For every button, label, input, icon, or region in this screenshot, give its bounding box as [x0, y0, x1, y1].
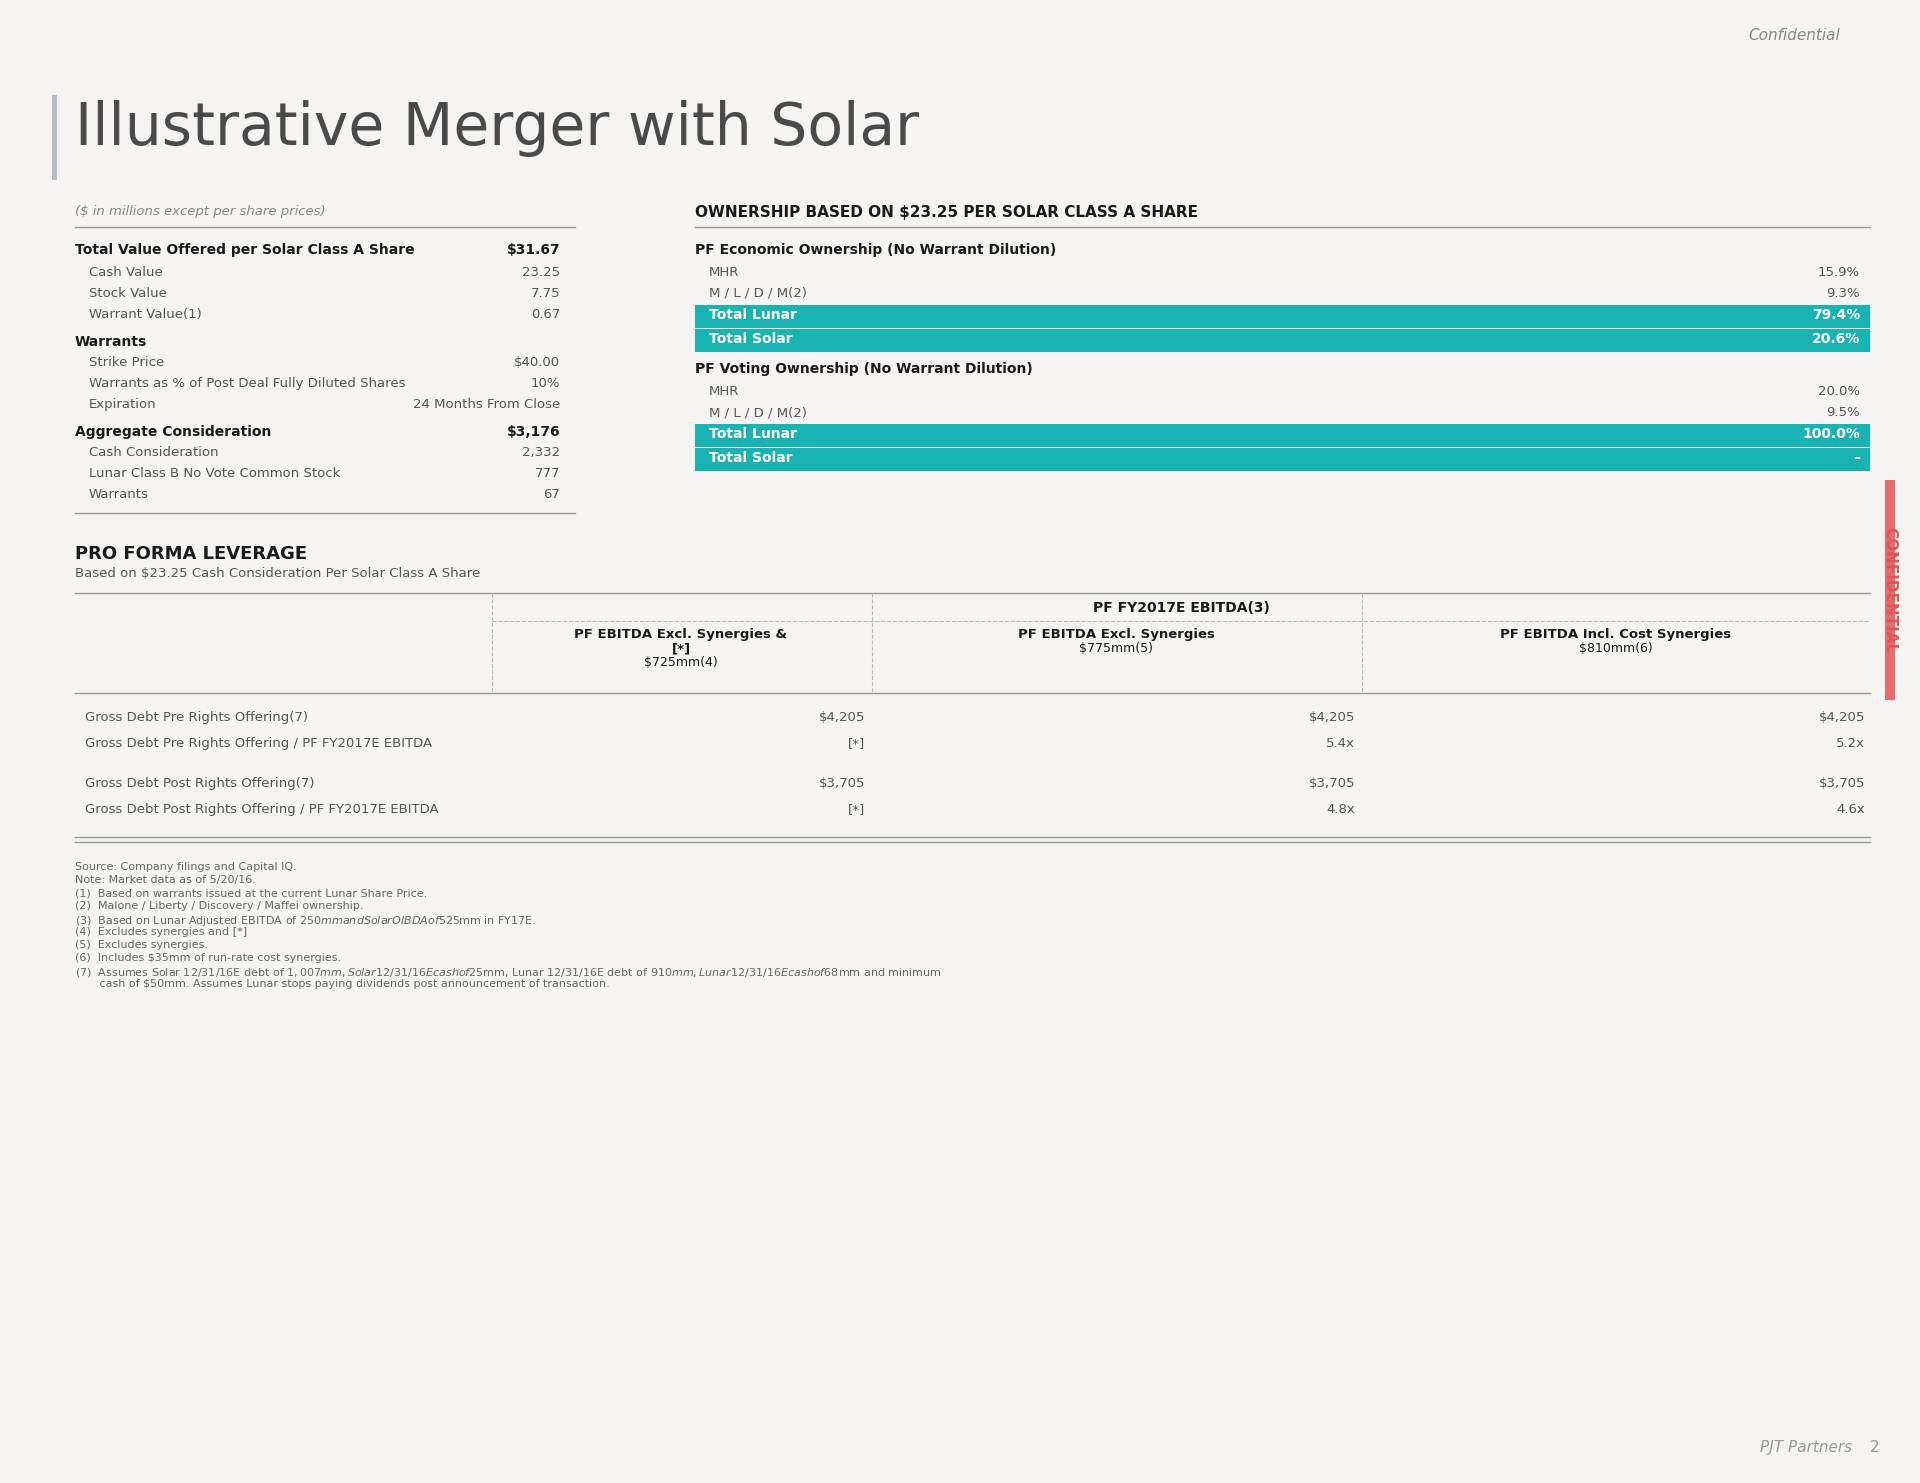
- Text: (1)  Based on warrants issued at the current Lunar Share Price.: (1) Based on warrants issued at the curr…: [75, 888, 428, 899]
- Text: 100.0%: 100.0%: [1803, 427, 1860, 440]
- Text: 2: 2: [1870, 1440, 1880, 1455]
- Text: 0.67: 0.67: [530, 308, 561, 320]
- Text: $3,705: $3,705: [818, 777, 866, 790]
- Text: Total Solar: Total Solar: [708, 451, 793, 466]
- Text: $3,176: $3,176: [507, 426, 561, 439]
- Bar: [695, 329, 1870, 351]
- Text: cash of $50mm. Assumes Lunar stops paying dividends post announcement of transac: cash of $50mm. Assumes Lunar stops payin…: [75, 979, 611, 989]
- Text: (4)  Excludes synergies and [*]: (4) Excludes synergies and [*]: [75, 927, 248, 937]
- Text: Based on $23.25 Cash Consideration Per Solar Class A Share: Based on $23.25 Cash Consideration Per S…: [75, 567, 480, 580]
- Text: (2)  Malone / Liberty / Discovery / Maffei ownership.: (2) Malone / Liberty / Discovery / Maffe…: [75, 902, 363, 911]
- Bar: [1885, 480, 1895, 700]
- Text: PF EBITDA Excl. Synergies: PF EBITDA Excl. Synergies: [1018, 627, 1215, 641]
- Text: Source: Company filings and Capital IQ.: Source: Company filings and Capital IQ.: [75, 862, 298, 872]
- Text: 9.3%: 9.3%: [1826, 288, 1860, 300]
- Text: (5)  Excludes synergies.: (5) Excludes synergies.: [75, 940, 207, 951]
- Text: [*]: [*]: [849, 737, 866, 750]
- Text: $810mm(6): $810mm(6): [1578, 642, 1653, 655]
- Text: 79.4%: 79.4%: [1812, 308, 1860, 322]
- Text: 2,332: 2,332: [522, 446, 561, 460]
- Text: Aggregate Consideration: Aggregate Consideration: [75, 426, 271, 439]
- Text: Strike Price: Strike Price: [88, 356, 165, 369]
- Bar: [695, 424, 1870, 446]
- Text: Total Lunar: Total Lunar: [708, 308, 797, 322]
- Text: (7)  Assumes Solar 12/31/16E debt of $1,007mm, Solar 12/31/16E cash of $25mm, Lu: (7) Assumes Solar 12/31/16E debt of $1,0…: [75, 965, 941, 979]
- Text: PF FY2017E EBITDA(3): PF FY2017E EBITDA(3): [1092, 601, 1269, 615]
- Text: CONFIDENTIAL: CONFIDENTIAL: [1882, 526, 1897, 653]
- Text: 7.75: 7.75: [530, 288, 561, 300]
- Text: Illustrative Merger with Solar: Illustrative Merger with Solar: [75, 99, 920, 157]
- Text: (6)  Includes $35mm of run-rate cost synergies.: (6) Includes $35mm of run-rate cost syne…: [75, 954, 342, 962]
- Text: ($ in millions except per share prices): ($ in millions except per share prices): [75, 205, 326, 218]
- Text: 777: 777: [534, 467, 561, 480]
- Text: Cash Value: Cash Value: [88, 265, 163, 279]
- Text: Warrants as % of Post Deal Fully Diluted Shares: Warrants as % of Post Deal Fully Diluted…: [88, 377, 405, 390]
- Text: Gross Debt Post Rights Offering(7): Gross Debt Post Rights Offering(7): [84, 777, 315, 790]
- Text: (3)  Based on Lunar Adjusted EBITDA of $250mm and Solar OIBDA of $525mm in FY17E: (3) Based on Lunar Adjusted EBITDA of $2…: [75, 914, 536, 928]
- Text: –: –: [1853, 451, 1860, 466]
- Text: $775mm(5): $775mm(5): [1079, 642, 1154, 655]
- Text: Confidential: Confidential: [1749, 28, 1839, 43]
- Text: $4,205: $4,205: [818, 710, 866, 724]
- Text: MHR: MHR: [708, 265, 739, 279]
- Text: $725mm(4): $725mm(4): [643, 655, 718, 669]
- Text: 23.25: 23.25: [522, 265, 561, 279]
- Bar: [52, 95, 58, 179]
- Text: 67: 67: [543, 488, 561, 501]
- Text: Stock Value: Stock Value: [88, 288, 167, 300]
- Text: $4,205: $4,205: [1818, 710, 1864, 724]
- Text: $3,705: $3,705: [1818, 777, 1864, 790]
- Text: 5.2x: 5.2x: [1836, 737, 1864, 750]
- Text: PRO FORMA LEVERAGE: PRO FORMA LEVERAGE: [75, 544, 307, 564]
- Text: [*]: [*]: [849, 802, 866, 816]
- Text: Cash Consideration: Cash Consideration: [88, 446, 219, 460]
- Text: $4,205: $4,205: [1309, 710, 1356, 724]
- Text: M / L / D / M(2): M / L / D / M(2): [708, 288, 806, 300]
- Text: PF EBITDA Excl. Synergies &: PF EBITDA Excl. Synergies &: [574, 627, 787, 641]
- Text: $31.67: $31.67: [507, 243, 561, 257]
- Text: Total Lunar: Total Lunar: [708, 427, 797, 440]
- Text: Lunar Class B No Vote Common Stock: Lunar Class B No Vote Common Stock: [88, 467, 340, 480]
- Text: $40.00: $40.00: [515, 356, 561, 369]
- Text: [*]: [*]: [672, 642, 691, 655]
- Bar: [695, 448, 1870, 472]
- Text: PF Voting Ownership (No Warrant Dilution): PF Voting Ownership (No Warrant Dilution…: [695, 362, 1033, 377]
- Text: Warrants: Warrants: [88, 488, 150, 501]
- Text: 4.8x: 4.8x: [1327, 802, 1356, 816]
- Text: 15.9%: 15.9%: [1818, 265, 1860, 279]
- Text: Gross Debt Pre Rights Offering / PF FY2017E EBITDA: Gross Debt Pre Rights Offering / PF FY20…: [84, 737, 432, 750]
- Text: Warrants: Warrants: [75, 335, 148, 349]
- Text: Total Solar: Total Solar: [708, 332, 793, 346]
- Text: PJT Partners: PJT Partners: [1761, 1440, 1853, 1455]
- Text: Note: Market data as of 5/20/16.: Note: Market data as of 5/20/16.: [75, 875, 255, 885]
- Text: 20.0%: 20.0%: [1818, 386, 1860, 397]
- Text: 10%: 10%: [530, 377, 561, 390]
- Text: PF Economic Ownership (No Warrant Dilution): PF Economic Ownership (No Warrant Diluti…: [695, 243, 1056, 257]
- Text: Warrant Value(1): Warrant Value(1): [88, 308, 202, 320]
- Text: 20.6%: 20.6%: [1812, 332, 1860, 346]
- Text: Gross Debt Pre Rights Offering(7): Gross Debt Pre Rights Offering(7): [84, 710, 307, 724]
- Text: 24 Months From Close: 24 Months From Close: [413, 397, 561, 411]
- Text: PF EBITDA Incl. Cost Synergies: PF EBITDA Incl. Cost Synergies: [1500, 627, 1732, 641]
- Text: 5.4x: 5.4x: [1327, 737, 1356, 750]
- Text: MHR: MHR: [708, 386, 739, 397]
- Text: $3,705: $3,705: [1309, 777, 1356, 790]
- Text: 9.5%: 9.5%: [1826, 406, 1860, 420]
- Text: Gross Debt Post Rights Offering / PF FY2017E EBITDA: Gross Debt Post Rights Offering / PF FY2…: [84, 802, 438, 816]
- Text: OWNERSHIP BASED ON $23.25 PER SOLAR CLASS A SHARE: OWNERSHIP BASED ON $23.25 PER SOLAR CLAS…: [695, 205, 1198, 219]
- Text: M / L / D / M(2): M / L / D / M(2): [708, 406, 806, 420]
- Text: Expiration: Expiration: [88, 397, 157, 411]
- Text: 4.6x: 4.6x: [1836, 802, 1864, 816]
- Text: Total Value Offered per Solar Class A Share: Total Value Offered per Solar Class A Sh…: [75, 243, 415, 257]
- Bar: [695, 305, 1870, 328]
